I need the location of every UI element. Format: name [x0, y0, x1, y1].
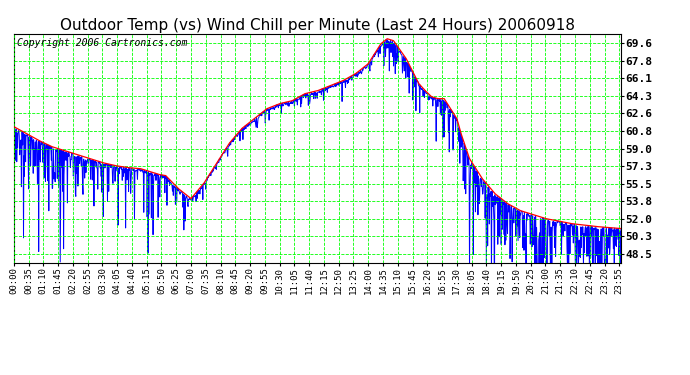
Text: Copyright 2006 Cartronics.com: Copyright 2006 Cartronics.com	[17, 38, 187, 48]
Title: Outdoor Temp (vs) Wind Chill per Minute (Last 24 Hours) 20060918: Outdoor Temp (vs) Wind Chill per Minute …	[60, 18, 575, 33]
